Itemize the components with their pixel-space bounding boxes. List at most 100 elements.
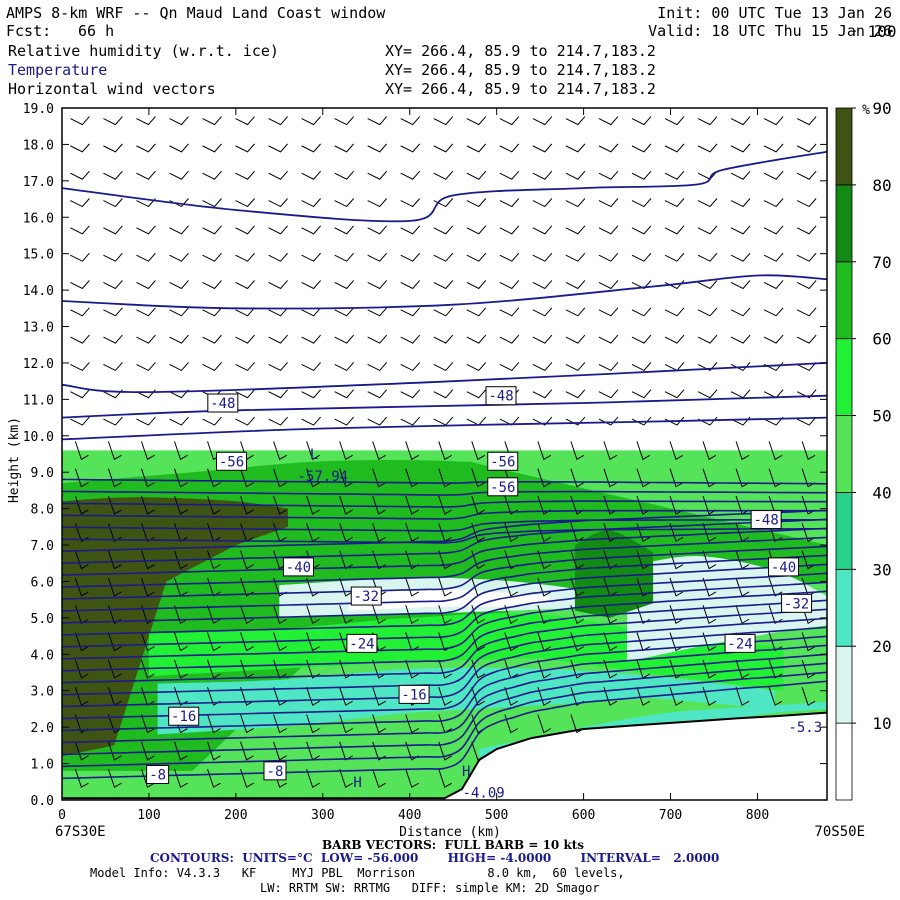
wind-barb-453: [763, 225, 784, 235]
wind-barb-336: [697, 362, 718, 372]
wind-barb-368: [235, 307, 255, 317]
wind-barb-210: [339, 495, 353, 515]
wind-barb-147: [537, 577, 552, 597]
wind-barb-250: [140, 441, 155, 461]
isotherm-lower-4: [62, 644, 827, 732]
colorbar-tick-label-8: 90: [872, 99, 891, 118]
wind-barb-348: [334, 334, 355, 344]
wind-barb-415: [268, 252, 288, 262]
wind-barb-544: [730, 116, 751, 126]
wind-barb-248: [74, 441, 89, 461]
wind-barb-503: [136, 143, 156, 153]
wind-barb-310: [598, 389, 619, 399]
wind-barb-208: [273, 495, 287, 515]
wind-barb-380: [631, 307, 652, 317]
wind-barb-286: [565, 416, 586, 426]
wind-barb-92: [240, 632, 254, 652]
wind-barb-450: [664, 225, 685, 235]
wind-barb-57: [603, 687, 618, 706]
wind-barb-454: [796, 225, 817, 235]
wind-barb-258: [405, 441, 419, 461]
wind-barb-465: [400, 198, 421, 208]
field-wind-xy: XY= 266.4, 85.9 to 214.7,183.2: [385, 80, 656, 98]
wind-barb-232: [306, 468, 320, 488]
x-tick-label-4: 400: [398, 808, 421, 823]
wind-barb-59: [669, 687, 684, 706]
wind-barb-264: [603, 441, 618, 461]
y-tick-label-9: 9.0: [31, 466, 54, 481]
wind-barb-399: [499, 280, 520, 290]
contour-label-box-4: [487, 477, 519, 497]
colorbar-bin-6: [835, 261, 853, 340]
wind-barb-353: [499, 334, 520, 344]
wind-barb-47: [273, 687, 287, 706]
wind-barb-385: [796, 307, 817, 317]
wind-barb-456: [103, 198, 123, 208]
contour-label-box-3: [487, 451, 519, 471]
wind-barb-108: [768, 632, 783, 652]
colorbar-tick-label-1: 20: [872, 637, 891, 656]
y-tick-label-3: 3.0: [31, 685, 54, 700]
isotherm-lower-11: [62, 581, 827, 648]
wind-barb-135: [140, 577, 155, 597]
wind-barb-361: [763, 334, 784, 344]
wind-barb-204: [140, 495, 155, 515]
wind-barb-14: [140, 741, 155, 761]
isotherm-lower-8: [62, 608, 827, 684]
wind-barb-363: [70, 307, 90, 317]
y-tick-label-12: 12.0: [23, 357, 54, 372]
contour-label-box-14: [146, 765, 170, 785]
wind-barb-126: [603, 605, 618, 624]
wind-barb-400: [532, 280, 553, 290]
wind-barb-11: [438, 768, 453, 788]
wind-barb-501: [70, 143, 90, 153]
wind-barb-533: [367, 116, 388, 126]
wind-barb-500: [796, 170, 817, 180]
wind-barb-152: [702, 577, 717, 597]
wind-barb-300: [268, 389, 288, 399]
wind-barb-506: [235, 143, 255, 153]
wind-barb-241: [603, 468, 618, 488]
isotherm-lower-9: [62, 599, 827, 672]
wind-barb-509: [334, 143, 355, 153]
contour-label-1: -48: [488, 389, 513, 405]
wind-barb-99: [471, 632, 486, 652]
wind-barb-312: [664, 389, 685, 399]
wind-barb-346: [268, 334, 288, 344]
extremum-mark-0: L: [310, 447, 318, 463]
wind-barb-379: [598, 307, 619, 317]
wind-barb-427: [664, 252, 685, 262]
contour-label-10: -24: [349, 636, 374, 652]
field-temperature-xy: XY= 266.4, 85.9 to 214.7,183.2: [385, 61, 656, 79]
wind-barb-192: [504, 523, 519, 543]
wind-barb-18: [273, 741, 287, 761]
wind-barb-406: [730, 280, 751, 290]
wind-barb-527: [169, 116, 189, 126]
wind-barb-383: [730, 307, 751, 317]
wind-barb-29: [207, 714, 221, 734]
wind-barb-441: [367, 225, 388, 235]
wind-barb-405: [697, 280, 718, 290]
wind-barb-229: [207, 468, 221, 488]
wind-barb-128: [669, 605, 684, 624]
wind-barb-520: [697, 143, 718, 153]
isotherm-lower-13: [62, 563, 827, 624]
wind-barb-157: [107, 550, 122, 570]
wind-barb-515: [532, 143, 553, 153]
wind-barb-170: [537, 550, 552, 570]
wind-barb-373: [400, 307, 421, 317]
wind-barb-524: [70, 116, 90, 126]
wind-barb-408: [796, 280, 817, 290]
wind-barb-375: [466, 307, 487, 317]
wind-barb-213: [438, 495, 453, 515]
wind-barb-68: [207, 659, 221, 679]
wind-barb-459: [202, 198, 222, 208]
x-axis-label: Distance (km): [399, 825, 501, 840]
x-tick-label-7: 700: [659, 808, 682, 823]
wind-barb-478: [70, 170, 90, 180]
wind-barb-357: [631, 334, 652, 344]
wind-barb-5: [240, 768, 254, 788]
y-tick-label-7: 7.0: [31, 539, 54, 554]
wind-barb-372: [367, 307, 388, 317]
wind-barb-426: [631, 252, 652, 262]
